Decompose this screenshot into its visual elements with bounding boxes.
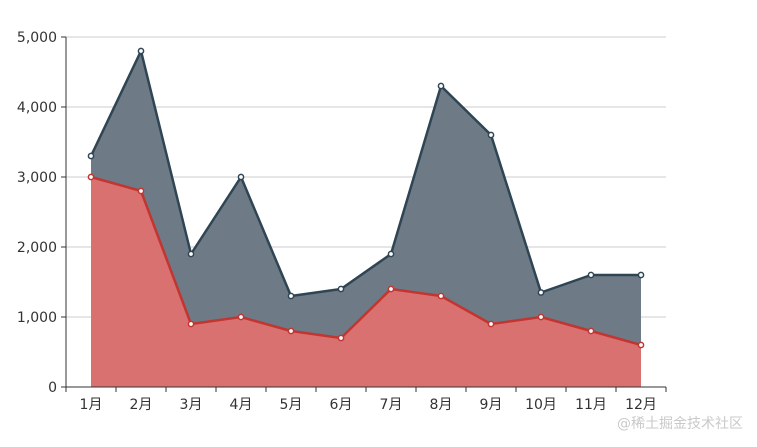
x-tick-label: 9月 (480, 397, 503, 413)
data-point (487, 320, 495, 328)
data-point (237, 313, 245, 321)
x-tick-label: 11月 (575, 397, 607, 413)
x-tick-label: 7月 (380, 397, 403, 413)
series-line-1 (89, 49, 641, 298)
data-point (587, 327, 595, 335)
data-point (437, 82, 445, 90)
data-point (287, 292, 295, 300)
data-point (537, 313, 545, 321)
x-tick-label: 10月 (525, 397, 557, 413)
y-tick-label: 1,000 (17, 310, 57, 326)
data-point (537, 289, 545, 296)
y-tick-label: 5,000 (17, 30, 57, 46)
data-point (337, 334, 345, 342)
series-area-1 (91, 51, 641, 387)
data-point (387, 285, 395, 293)
data-point (87, 152, 95, 160)
watermark: @稀土掘金技术社区 (617, 416, 743, 432)
x-tick-label: 5月 (280, 397, 303, 413)
data-point (187, 250, 195, 258)
data-point (137, 47, 145, 55)
x-tick-label: 8月 (430, 397, 453, 413)
data-point (637, 341, 645, 349)
data-point (587, 271, 595, 279)
x-tick-label: 2月 (130, 397, 153, 413)
data-point (237, 173, 245, 181)
data-point (137, 187, 145, 195)
data-point (487, 131, 495, 139)
series-line-2 (90, 175, 642, 347)
data-point (387, 250, 395, 258)
series-area-2 (91, 177, 641, 387)
x-tick-label: 12月 (625, 397, 657, 413)
x-tick-label: 1月 (80, 397, 103, 413)
data-point (87, 173, 95, 181)
y-tick-label: 0 (48, 380, 57, 396)
x-tick-label: 3月 (180, 397, 203, 413)
x-tick-label: 4月 (230, 397, 253, 413)
data-point (637, 271, 645, 279)
y-tick-label: 4,000 (17, 100, 57, 116)
y-tick-label: 3,000 (17, 170, 57, 186)
y-tick-label: 2,000 (17, 240, 57, 256)
data-point (187, 320, 195, 328)
data-point (287, 327, 295, 335)
data-point (337, 285, 345, 293)
data-point (437, 292, 445, 300)
x-tick-label: 6月 (330, 397, 353, 413)
